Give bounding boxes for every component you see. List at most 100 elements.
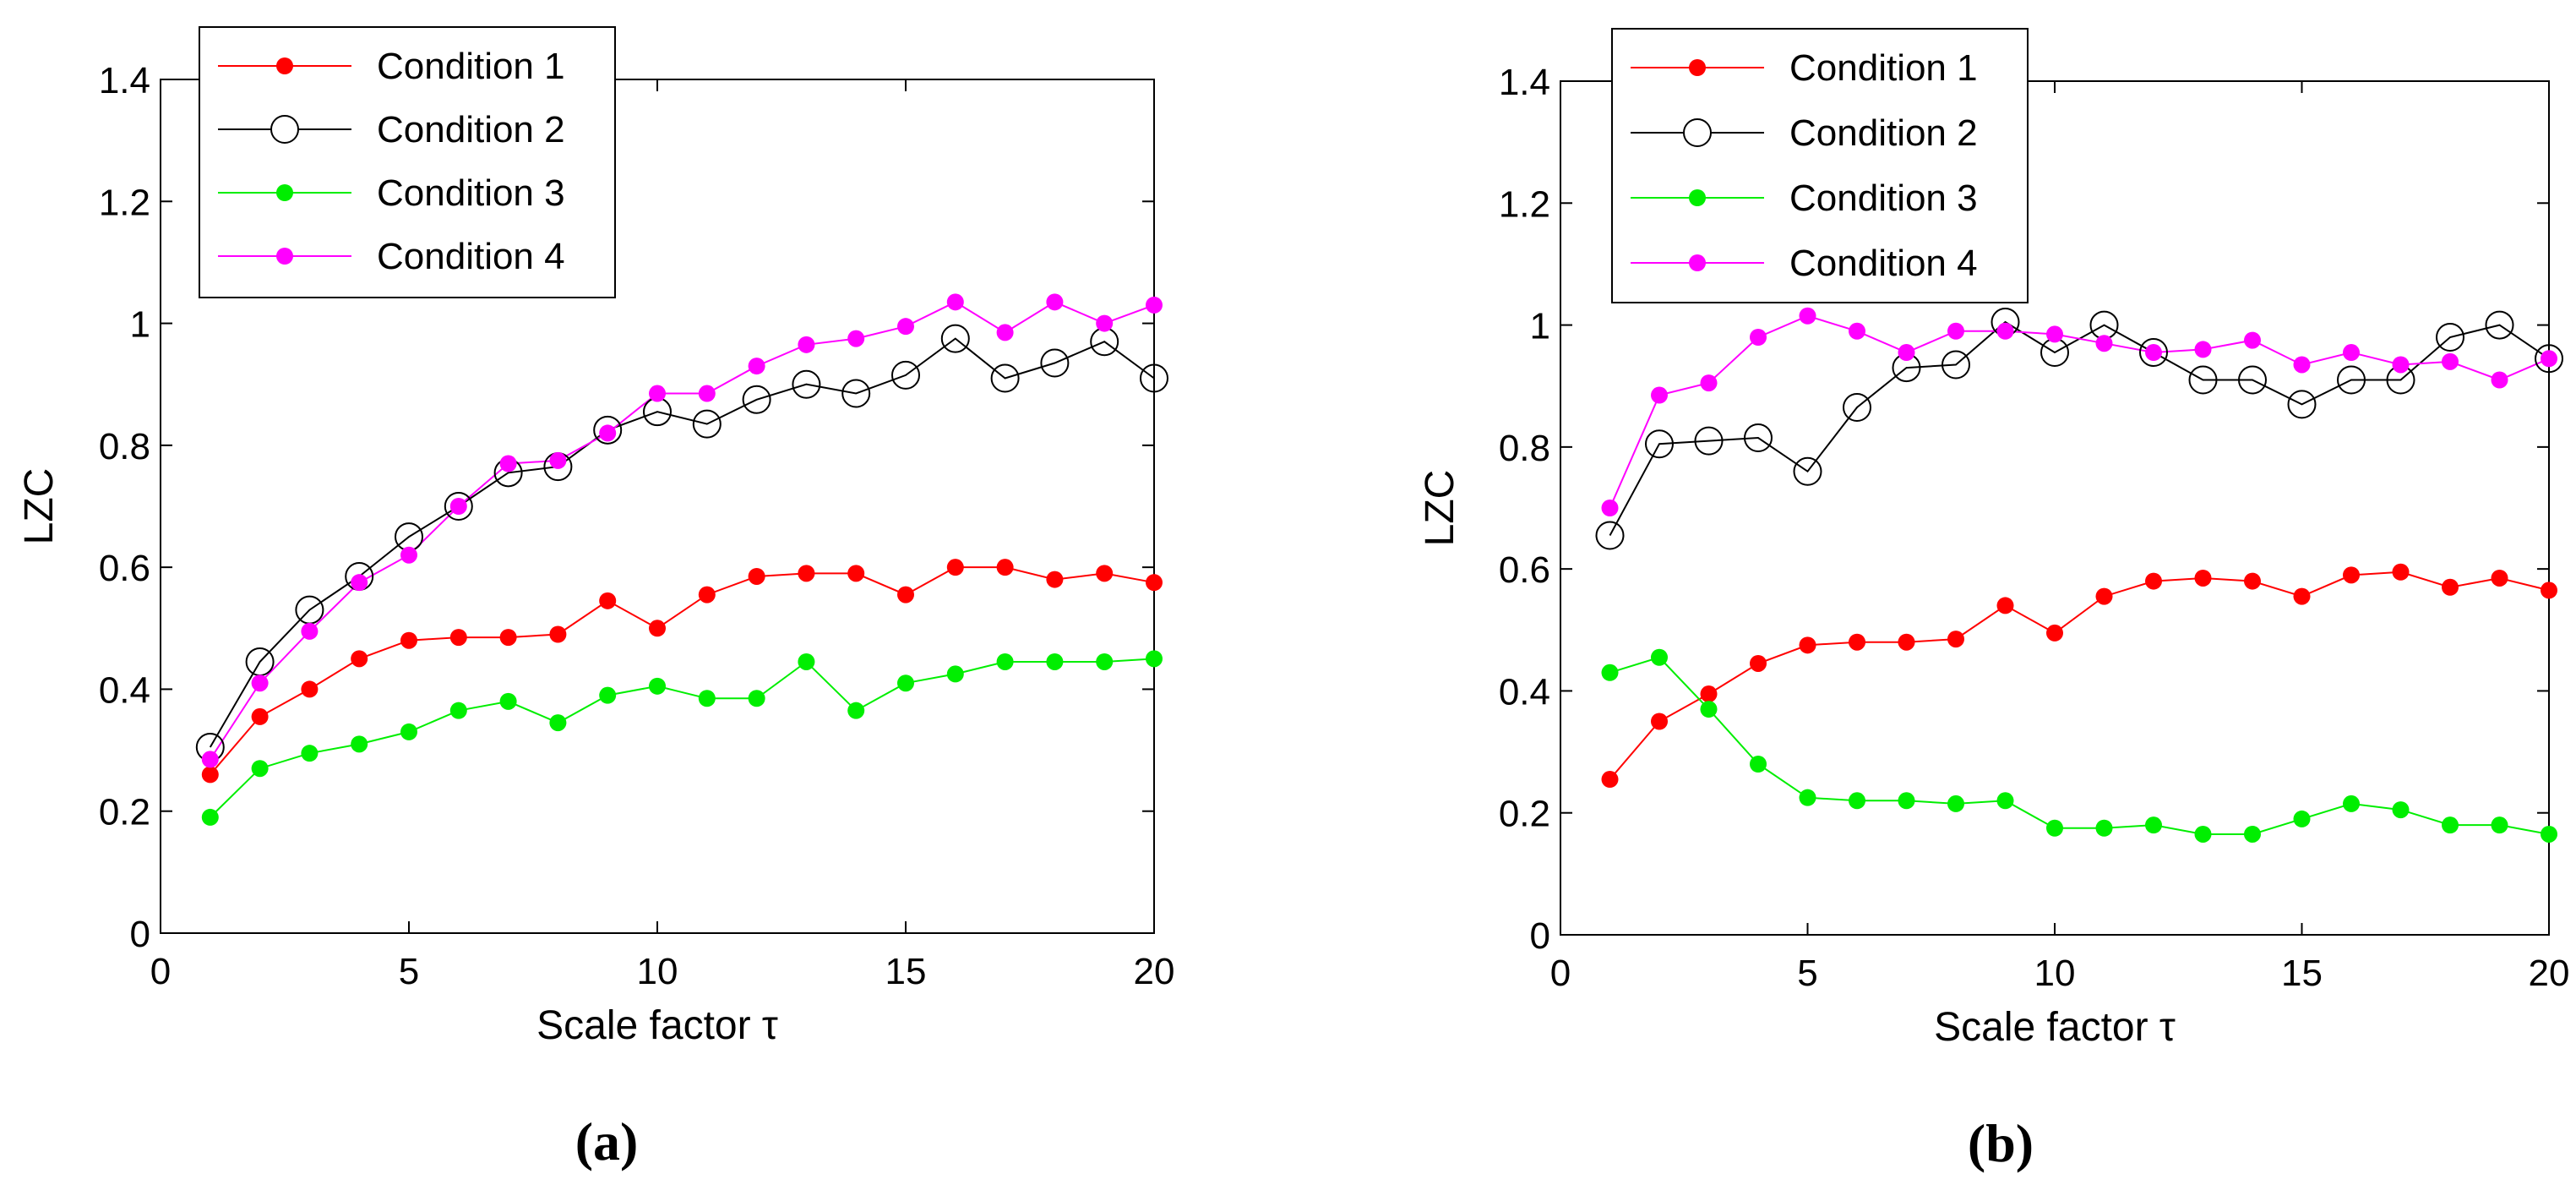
y-tick-label: 0.8 — [1499, 428, 1550, 469]
data-point — [1849, 633, 1865, 651]
x-tick-label: 10 — [2034, 953, 2076, 994]
y-ticks-b: 0 0.2 0.4 0.6 0.8 1 1.2 1.4 — [1499, 62, 2549, 957]
data-point — [301, 622, 319, 640]
data-point — [649, 677, 666, 695]
data-point — [1744, 423, 1773, 453]
data-point — [1651, 386, 1668, 404]
data-point — [742, 385, 771, 414]
y-axis-label-b: LZC — [1418, 470, 1462, 547]
legend-label: Condition 4 — [1789, 243, 1978, 284]
data-point — [996, 324, 1014, 341]
data-point — [2244, 825, 2261, 843]
data-point — [946, 665, 964, 683]
data-point — [400, 723, 417, 740]
data-point — [2145, 816, 2162, 834]
data-point — [940, 324, 970, 353]
x-tick-label: 15 — [885, 951, 927, 992]
data-point — [2238, 365, 2267, 395]
y-tick-label: 0.6 — [99, 548, 150, 589]
data-point — [847, 330, 865, 347]
data-point — [1096, 653, 1114, 670]
data-point — [1146, 296, 1163, 314]
data-point — [798, 336, 815, 353]
data-point — [499, 455, 517, 472]
y-tick-label: 0.4 — [1499, 671, 1550, 713]
data-point — [1651, 648, 1668, 666]
data-point — [301, 680, 319, 698]
data-point — [2194, 825, 2212, 843]
data-point — [841, 379, 871, 408]
data-point — [599, 424, 617, 442]
y-tick-label: 0.2 — [1499, 794, 1550, 835]
data-point — [1799, 789, 1816, 806]
data-point — [2188, 365, 2218, 395]
data-point — [1096, 565, 1114, 582]
data-point — [1140, 363, 1168, 393]
data-point — [444, 492, 473, 521]
data-point — [2343, 566, 2360, 584]
series-group-b — [1595, 307, 2563, 843]
data-point — [201, 751, 219, 768]
data-point — [897, 674, 914, 692]
data-point — [698, 385, 716, 402]
data-point — [1750, 756, 1767, 773]
legend-label: Condition 3 — [1789, 177, 1978, 219]
data-point — [593, 415, 623, 445]
data-point — [1996, 597, 2014, 614]
panel-label-b: (b) — [1968, 1113, 2034, 1173]
legend-box-a — [199, 26, 616, 298]
data-point — [2095, 587, 2113, 605]
legend-marker — [1689, 59, 1706, 76]
data-point — [1750, 329, 1767, 346]
data-point — [990, 363, 1020, 393]
data-point — [1601, 500, 1619, 516]
x-ticks-a: 0 5 10 15 20 — [150, 79, 1174, 992]
data-point — [2541, 350, 2557, 368]
legend-label: Condition 2 — [377, 109, 565, 150]
data-point — [748, 358, 765, 375]
data-point — [798, 565, 815, 582]
data-point — [946, 293, 964, 311]
data-point — [2194, 341, 2212, 358]
data-point — [1096, 314, 1114, 332]
x-tick-label: 5 — [399, 951, 419, 992]
data-point — [2145, 572, 2162, 590]
data-point — [1898, 344, 1915, 362]
data-point — [2442, 352, 2459, 370]
data-point — [2436, 323, 2464, 352]
legend-b: Condition 1 Condition 2 Condition 3 Conditi… — [1611, 28, 2029, 303]
data-point — [2541, 582, 2557, 599]
data-point — [1595, 521, 1625, 550]
data-point — [1996, 322, 2014, 340]
data-point — [891, 360, 920, 390]
data-point — [1750, 654, 1767, 672]
legend-marker — [1689, 254, 1706, 271]
data-point — [400, 546, 417, 564]
data-point — [1942, 350, 1970, 380]
data-point — [2293, 356, 2311, 374]
panel-a: 0 5 10 15 20 0 0.2 0.4 0.6 0.8 1 1.2 1.4 Scale fact… — [17, 26, 1174, 1171]
x-ticks-b: 0 5 10 15 20 — [1550, 81, 2569, 994]
data-point — [1947, 631, 1964, 648]
data-point — [2442, 578, 2459, 596]
data-point — [2491, 569, 2508, 587]
data-point — [897, 586, 914, 603]
series-line — [209, 301, 1155, 760]
data-point — [2095, 819, 2113, 837]
data-point — [2046, 325, 2063, 343]
data-point — [1651, 713, 1668, 730]
legend-a: Condition 1 Condition 2 Condition 3 Conditi… — [199, 26, 616, 298]
series-line — [1609, 314, 2550, 509]
legend-marker — [276, 57, 293, 74]
data-point — [1799, 307, 1816, 325]
y-tick-label: 1.4 — [99, 60, 150, 101]
data-point — [1898, 633, 1915, 651]
data-point — [996, 653, 1014, 670]
data-point — [792, 369, 821, 399]
legend-label: Condition 1 — [377, 46, 565, 87]
data-point — [2095, 335, 2113, 352]
data-point — [1601, 663, 1619, 681]
data-point — [2139, 338, 2168, 368]
legend-marker — [276, 248, 293, 265]
